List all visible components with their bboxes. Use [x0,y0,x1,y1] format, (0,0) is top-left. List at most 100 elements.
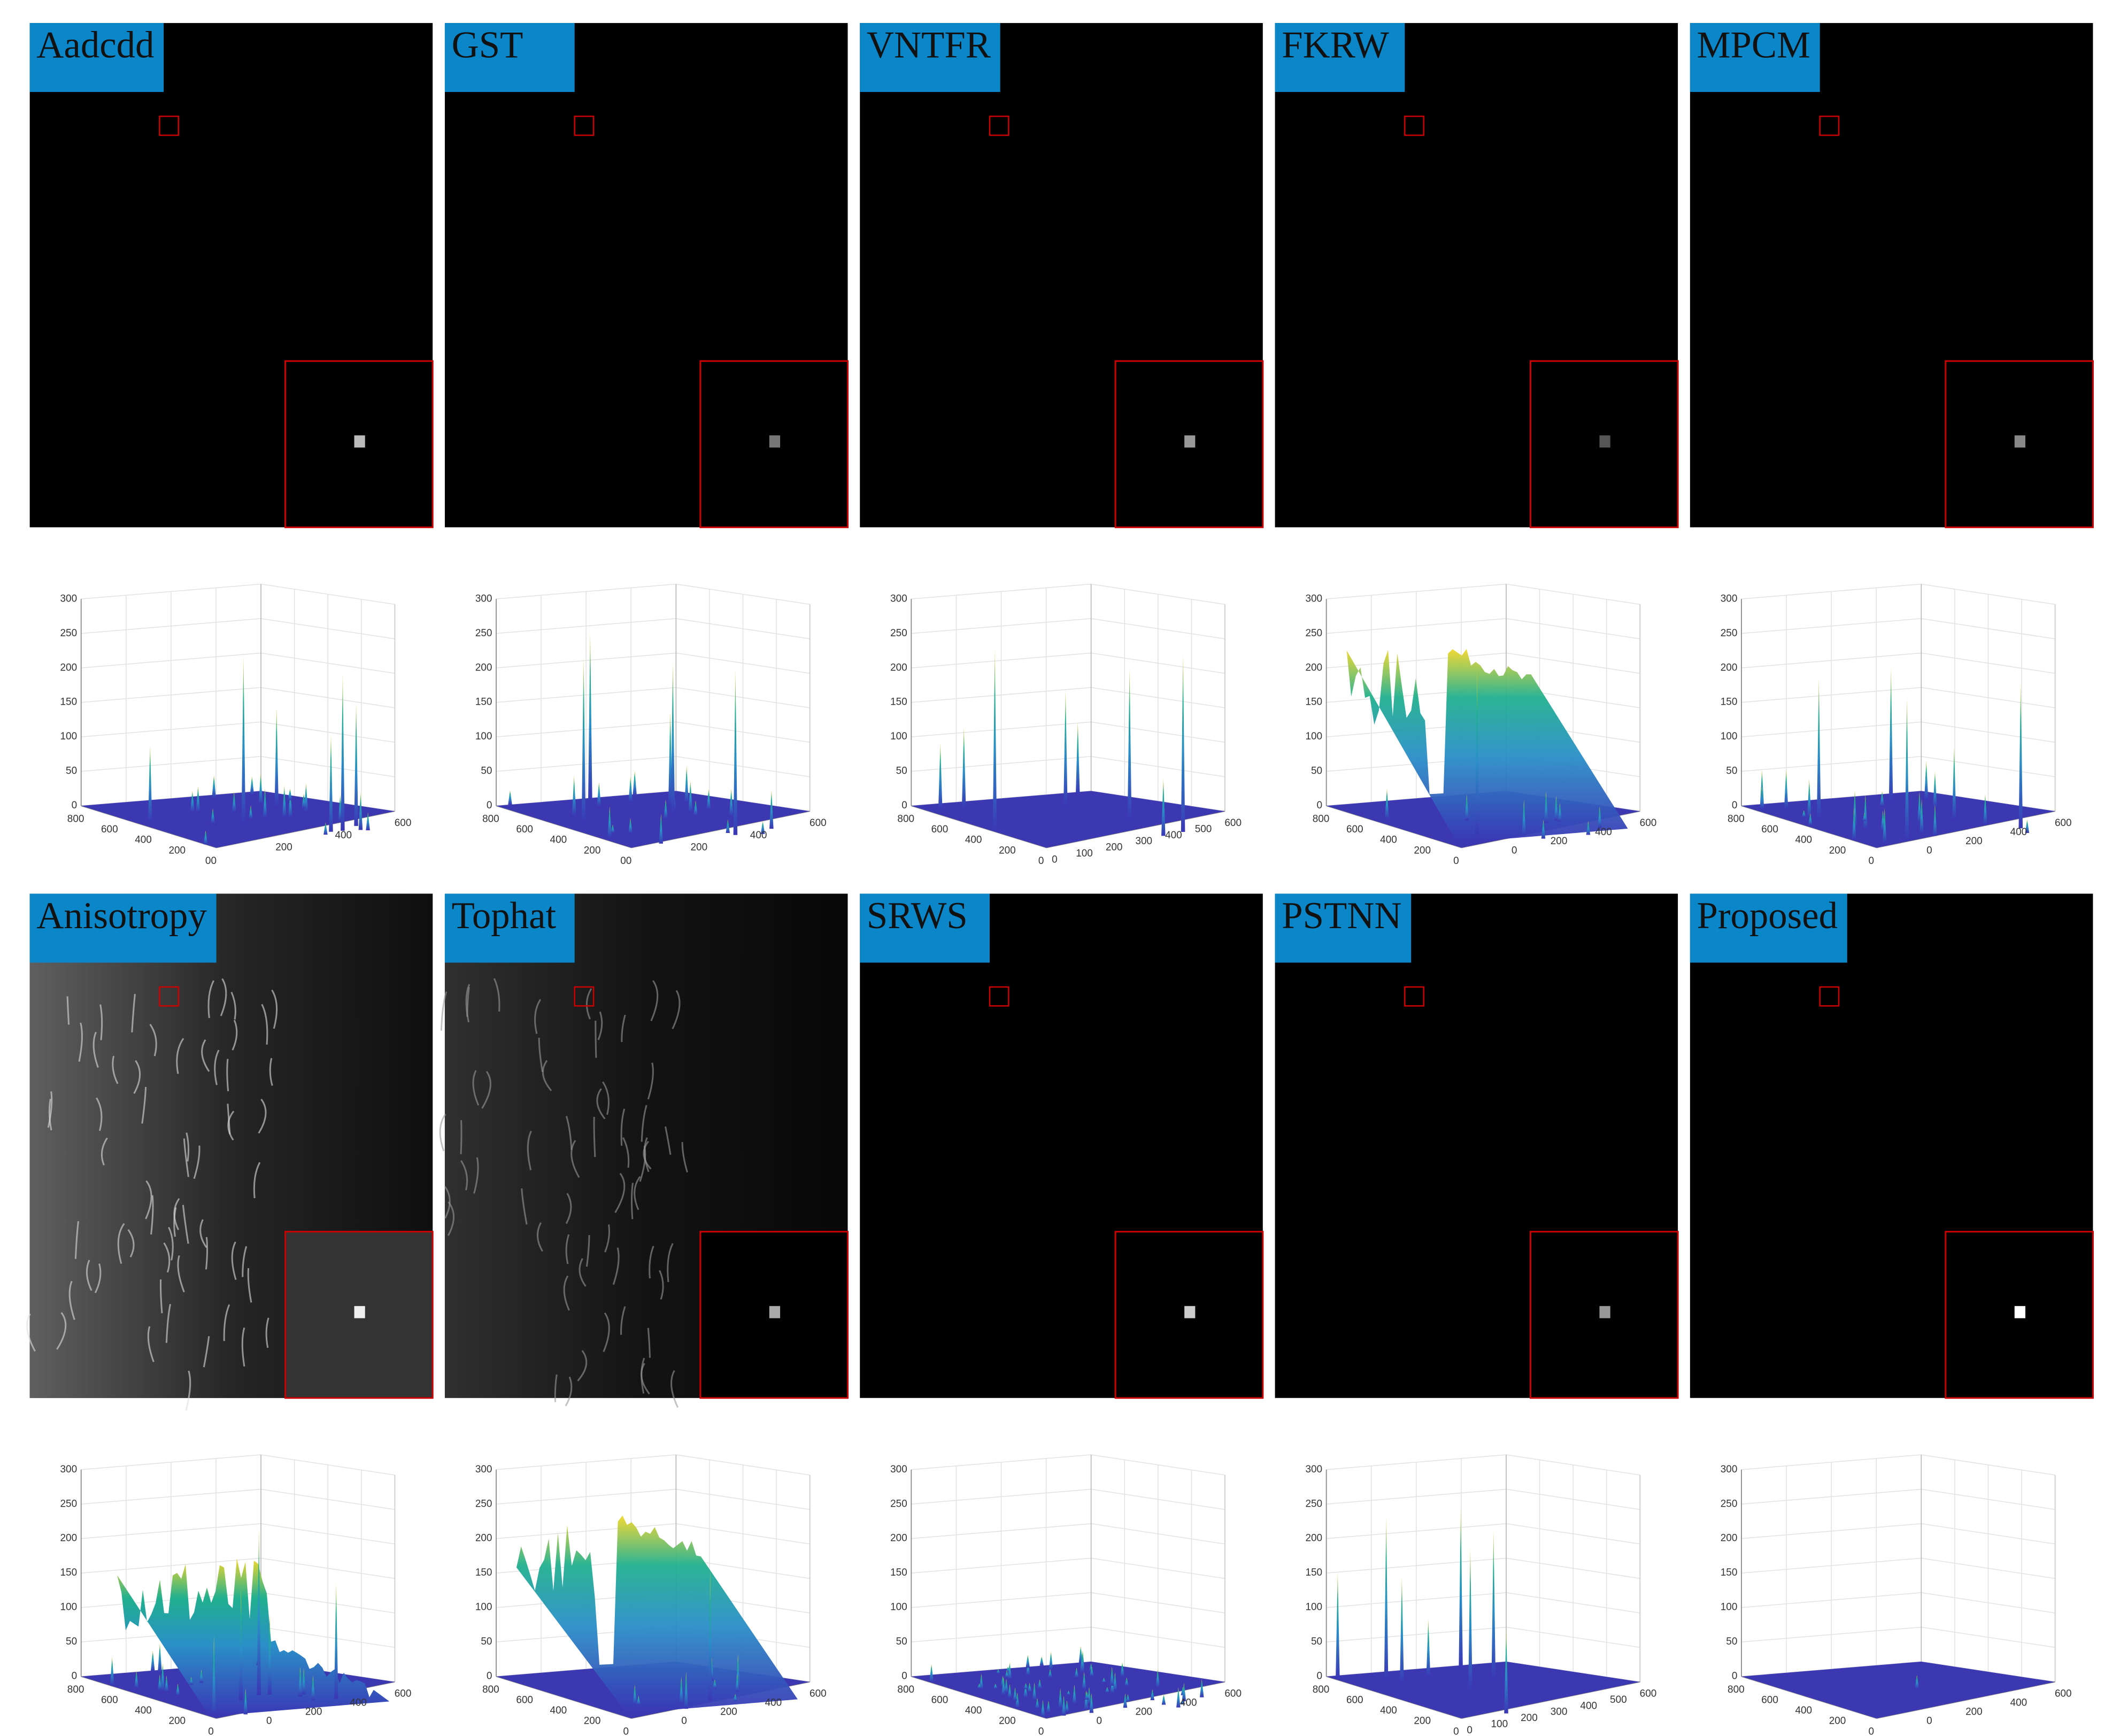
clutter-stroke [602,1081,610,1115]
y-tick-label: 800 [482,1684,499,1695]
surface-spike [1040,1700,1045,1717]
surface-spike [157,1674,162,1691]
z-tick-label: 150 [60,1567,78,1578]
z-tick-label: 250 [475,1498,492,1509]
panel: Proposed 0 50 100 150 200 250 300 800 600 400 200 0 0… [1690,893,2094,1736]
x-tick-label: 0 [1052,854,1058,865]
surface-spike [288,788,292,800]
clutter-stroke [621,1014,626,1042]
surface-spike [1784,769,1788,809]
clutter-stroke [440,991,448,1031]
clutter-stroke [223,1304,230,1341]
clutter-stroke [620,1108,626,1146]
clutter-stroke [185,1370,191,1411]
label-box [860,23,1000,92]
x-tick-label: 200 [1135,1707,1152,1718]
surface-spike [992,649,997,831]
surface-floor [1741,1661,2055,1719]
target-box [1404,115,1424,136]
clutter-stroke [597,1011,603,1040]
clutter-stroke [101,1137,108,1166]
surface-spike [1161,778,1166,836]
surface-spike [961,727,966,809]
surface-spike [684,765,689,803]
z-tick-label: 300 [1721,593,1738,604]
z-tick-label: 0 [72,1671,78,1682]
surface-spike [1087,1687,1091,1704]
surface-spike [597,782,602,806]
surface-spike [1001,1677,1006,1695]
surface-spike [729,788,734,816]
panel: SRWS 0 50 100 150 200 250 300 800 600 400 200 0 0 200 4… [860,893,1264,1736]
clutter-stroke [168,1226,174,1261]
clutter-stroke [585,988,592,1020]
x-tick-label: 400 [750,830,767,841]
surface-spike [298,1666,303,1697]
y-tick-label: 600 [1761,1695,1778,1706]
clutter-stroke [622,1137,630,1168]
y-tick-label: 400 [1380,1705,1397,1716]
z-tick-label: 100 [60,731,78,742]
surface-clutter [117,1558,390,1717]
clutter-stroke [220,978,227,1016]
surface-spike [1917,791,1922,823]
clutter-stroke [647,1328,651,1358]
surface-spike [263,788,267,819]
y-tick-label: 200 [999,845,1016,856]
surface-spike [274,707,279,807]
surface-spike [733,670,738,835]
z-tick-label: 50 [896,1636,907,1647]
surface-floor [911,1661,1225,1719]
z-tick-label: 150 [60,697,78,708]
clutter-stroke [614,1172,626,1213]
clutter-stroke [207,980,214,1019]
surface-spike [1080,1652,1084,1672]
surface-floor [81,791,395,848]
z-tick-label: 50 [1726,1636,1737,1647]
surface-spike [190,790,195,812]
surface-spike [572,775,576,816]
z-tick-label: 250 [475,628,492,639]
x-tick-label: 0 [266,1716,272,1727]
surface-spike [1336,1572,1340,1679]
surface-spike [1015,1692,1020,1708]
y-tick-label: 400 [1795,835,1812,846]
clutter-stroke [131,993,136,1033]
clutter-stroke [641,1105,647,1142]
surface-spike [1544,791,1548,823]
surface-spike [1905,698,1909,840]
clutter-stroke [99,1004,103,1040]
clutter-stroke [186,1132,190,1162]
surface-spike [1522,799,1526,836]
clutter-stroke [647,1062,654,1100]
surface-spike [158,1643,162,1672]
surface-spike [1123,1693,1128,1708]
clutter-stroke [176,1038,184,1074]
target-box [989,115,1009,136]
z-tick-label: 0 [1732,1671,1738,1682]
clutter-stroke [670,1370,679,1408]
surface-spike [354,703,358,826]
clutter-stroke [460,1160,468,1191]
x-tick-label: 200 [1551,836,1568,847]
x-tick-label: 0 [1926,845,1932,856]
surface-spike [267,1614,272,1695]
target-spot [1599,1306,1610,1318]
target-spot [1184,1306,1196,1318]
y-tick-label: 600 [931,824,949,835]
surface-spike [628,818,633,834]
z-tick-label: 250 [60,1498,78,1509]
surface-spike [1468,1548,1473,1690]
clutter-stroke [465,984,471,1023]
y-tick-label: 800 [67,813,84,824]
z-tick-label: 250 [60,628,78,639]
surface-spike [1085,1692,1089,1700]
surface-spike [1919,799,1924,833]
surface-spike [1541,820,1546,839]
clutter-stroke [534,999,542,1034]
z-tick-label: 100 [60,1602,78,1613]
surface-spike [659,814,664,844]
method-label: Tophat [452,895,557,937]
x-tick-label: 400 [1580,1700,1597,1711]
